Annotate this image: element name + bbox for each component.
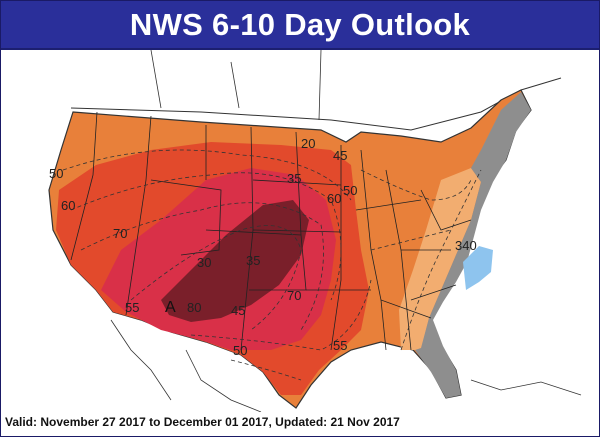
region-blue — [463, 246, 493, 290]
label-55-southwest: 55 — [125, 300, 139, 315]
label-above-marker: A — [165, 299, 176, 316]
state-borders — [70, 111, 472, 351]
mexico-outline — [110, 319, 262, 412]
label-55-south: 55 — [333, 338, 347, 353]
label-30: 30 — [197, 255, 211, 270]
label-35-center: 35 — [246, 253, 260, 268]
title-bar: NWS 6-10 Day Outlook — [1, 1, 599, 50]
label-80: 80 — [187, 300, 201, 315]
label-45-northeast: 45 — [333, 148, 347, 163]
label-50-west: 50 — [49, 166, 63, 181]
label-340-east: 340 — [455, 238, 477, 253]
region-light-orange — [399, 168, 481, 350]
label-70-west: 70 — [113, 226, 127, 241]
validity-footer: Valid: November 27 2017 to December 01 2… — [5, 415, 400, 429]
label-20: 20 — [301, 136, 315, 151]
label-60-east: 60 — [327, 191, 341, 206]
label-50-south: 50 — [233, 343, 247, 358]
label-45-south: 45 — [231, 303, 245, 318]
temperature-map: 50 60 70 30 35 55 A 80 45 70 50 55 35 60… — [1, 50, 599, 412]
page-title: NWS 6-10 Day Outlook — [129, 6, 471, 42]
label-50-midwest: 50 — [343, 183, 357, 198]
contour-lines — [62, 149, 482, 381]
label-35-north: 35 — [287, 171, 301, 186]
region-gray — [415, 92, 531, 398]
label-60-west: 60 — [61, 198, 75, 213]
caribbean-outline — [470, 379, 582, 396]
label-70-east: 70 — [287, 288, 301, 303]
canada-province-lines — [150, 50, 322, 121]
